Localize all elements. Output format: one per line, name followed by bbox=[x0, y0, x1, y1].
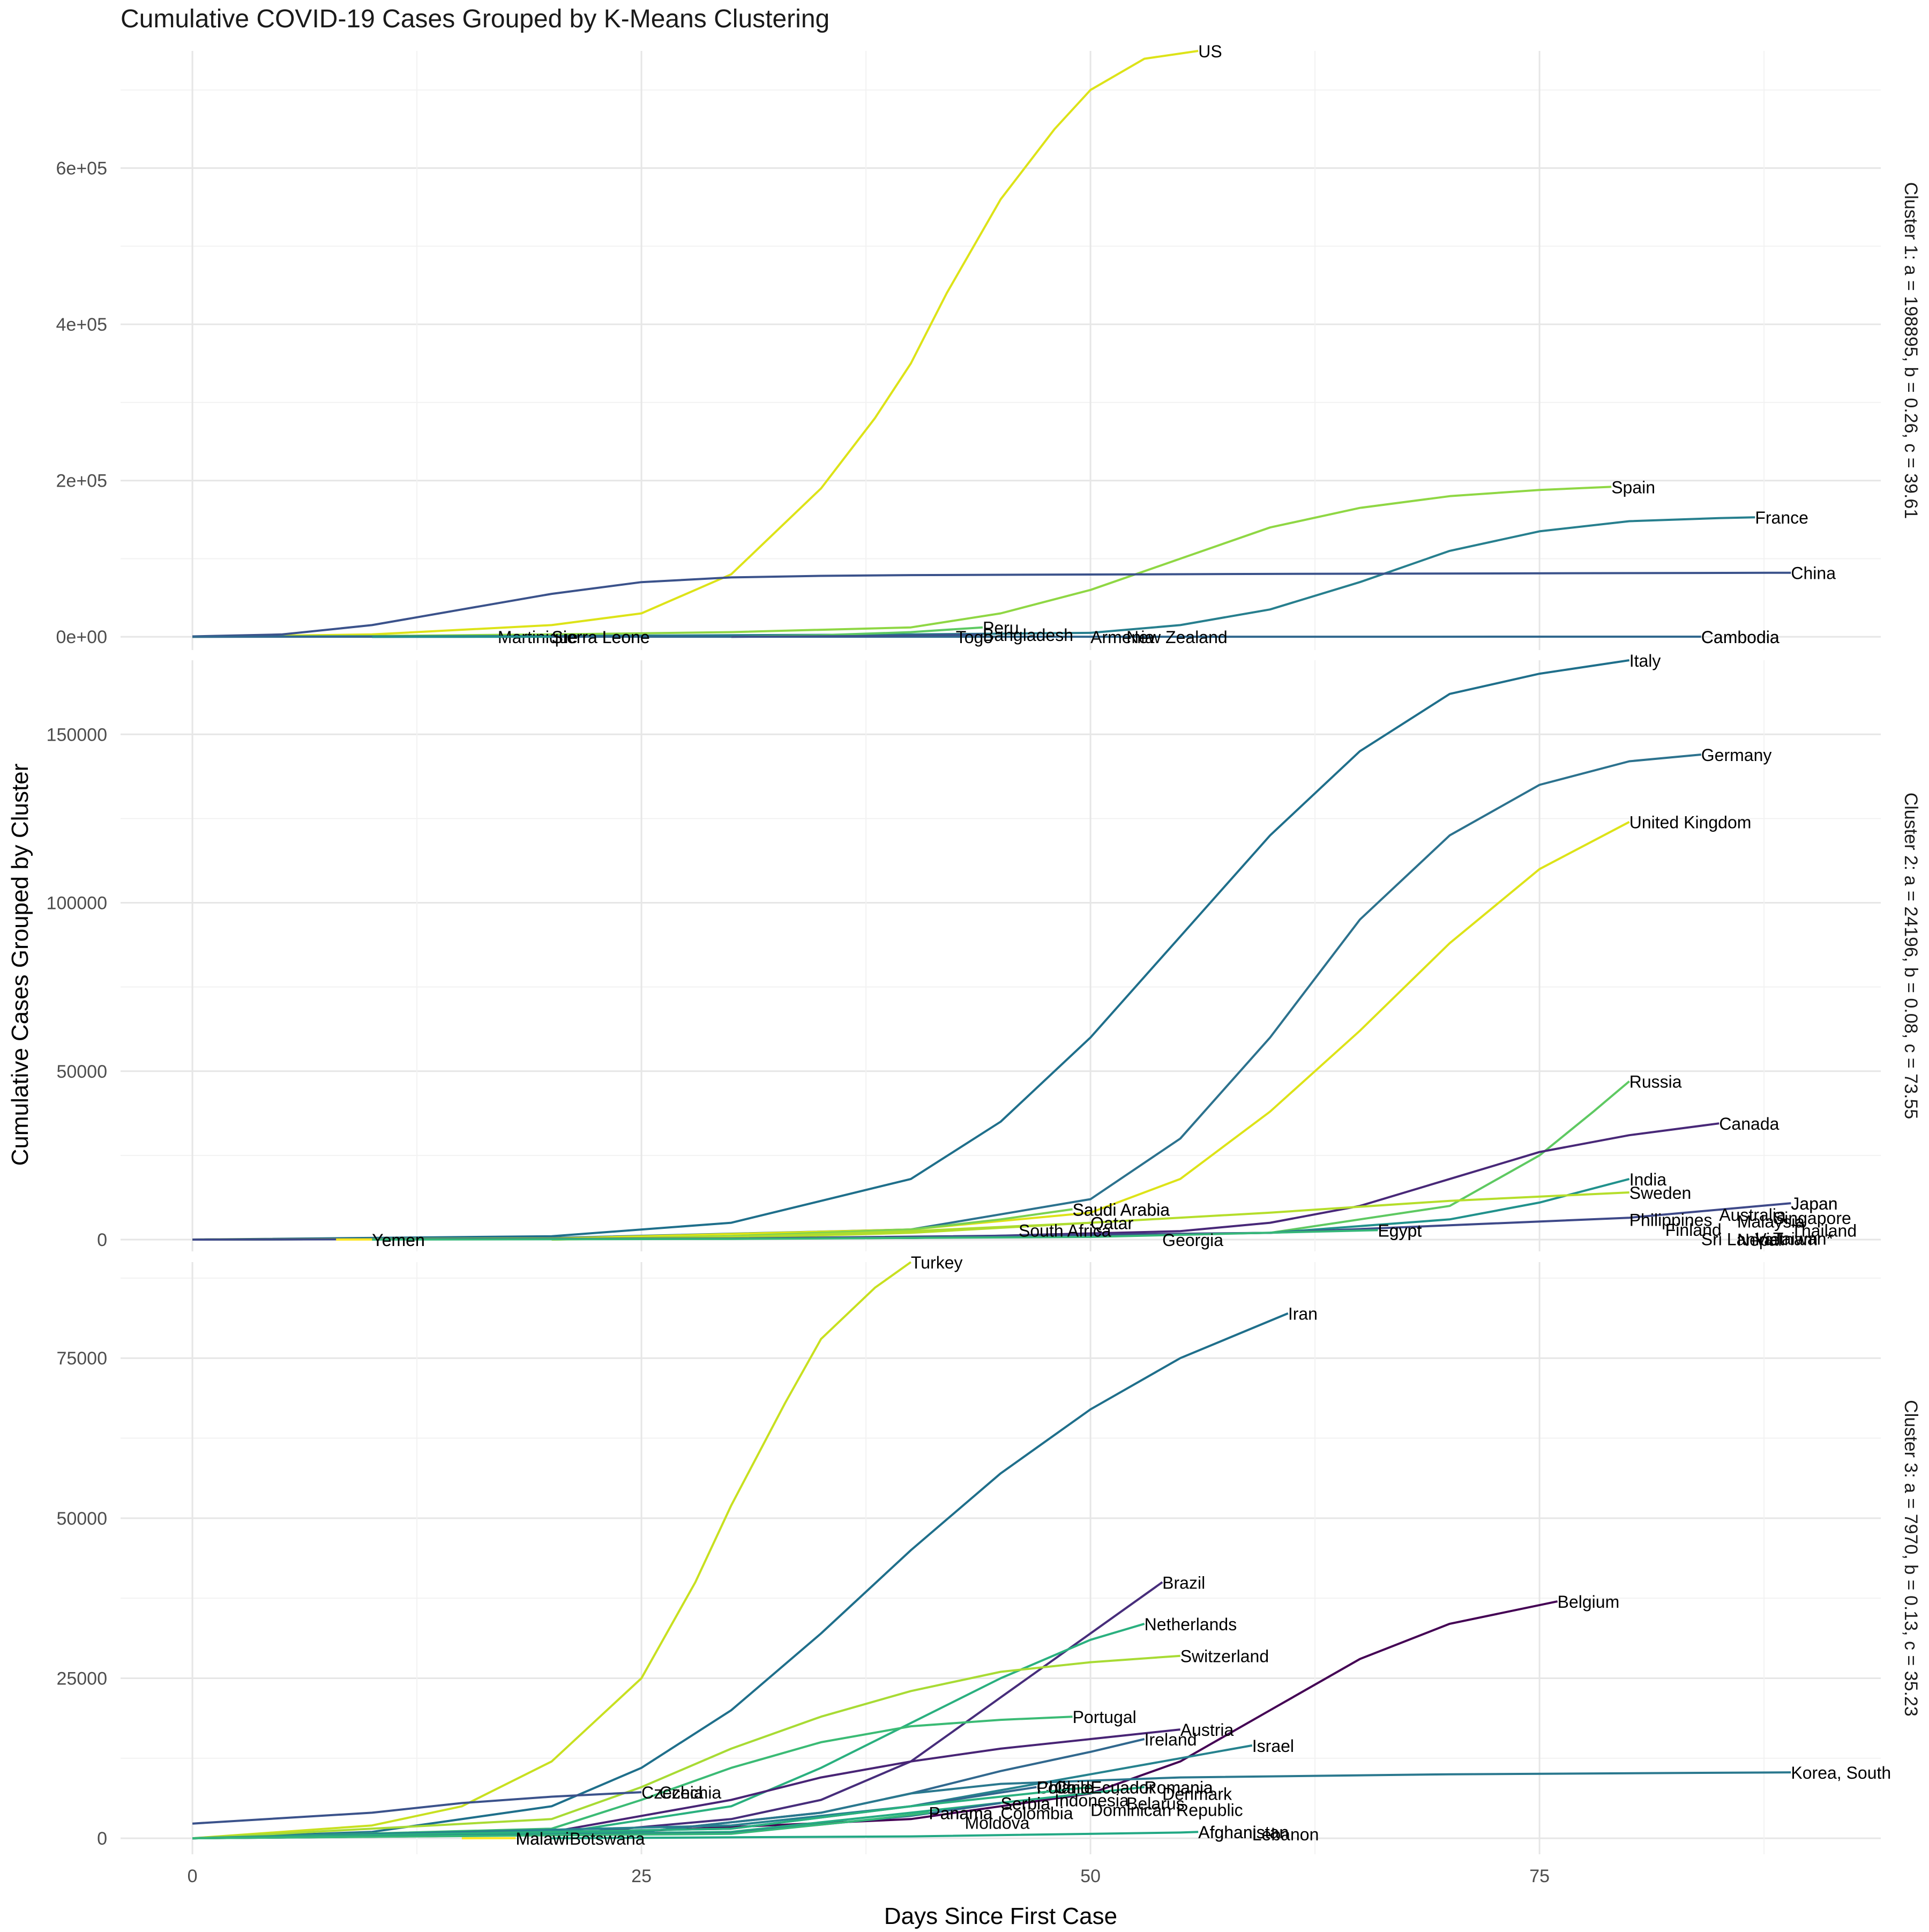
x-tick-label: 75 bbox=[1529, 1866, 1550, 1886]
end-label-yemen: Yemen bbox=[372, 1230, 424, 1250]
series-label-iran: Iran bbox=[1288, 1304, 1318, 1324]
y-tick-label: 50000 bbox=[56, 1062, 107, 1082]
series-label-russia: Russia bbox=[1629, 1072, 1682, 1092]
series-label-us: US bbox=[1198, 42, 1222, 61]
series-label-spain: Spain bbox=[1611, 478, 1655, 497]
series-label-italy: Italy bbox=[1629, 651, 1661, 670]
facet-strip-label: Cluster 1: a = 198895, b = 0.26, c = 39.… bbox=[1901, 182, 1921, 519]
series-label-canada: Canada bbox=[1719, 1114, 1779, 1133]
y-tick-label: 0 bbox=[97, 1230, 107, 1250]
end-label-south-africa: South Africa bbox=[1019, 1221, 1111, 1240]
end-label-japan: Japan bbox=[1791, 1194, 1837, 1213]
series-label-germany: Germany bbox=[1701, 745, 1772, 765]
y-tick-label: 100000 bbox=[47, 893, 107, 914]
series-label-brazil: Brazil bbox=[1162, 1573, 1205, 1592]
series-line-turkey bbox=[192, 1262, 911, 1838]
end-label-egypt: Egypt bbox=[1378, 1221, 1422, 1240]
end-label-malawi: Malawi bbox=[515, 1829, 569, 1848]
x-tick-label: 0 bbox=[188, 1866, 198, 1886]
series-label-ireland: Ireland bbox=[1145, 1730, 1197, 1749]
end-label-lebanon: Lebanon bbox=[1252, 1825, 1319, 1844]
end-label-botswana: Botswana bbox=[570, 1829, 645, 1848]
series-label-china: China bbox=[1791, 564, 1836, 583]
y-tick-label: 75000 bbox=[56, 1348, 107, 1369]
series-label-israel: Israel bbox=[1252, 1736, 1294, 1756]
y-tick-label: 4e+05 bbox=[56, 315, 108, 335]
series-label-belgium: Belgium bbox=[1558, 1592, 1620, 1612]
series-line-belgium bbox=[192, 1601, 1558, 1838]
series-label-korea-south: Korea, South bbox=[1791, 1763, 1891, 1782]
series-line-germany bbox=[192, 755, 1701, 1240]
series-label-france: France bbox=[1755, 508, 1808, 527]
end-label-denmark: Denmark bbox=[1162, 1785, 1232, 1804]
series-line-france bbox=[192, 517, 1755, 637]
end-label-new-zealand: New Zealand bbox=[1126, 628, 1228, 647]
series-label-bangladesh: Bangladesh bbox=[983, 625, 1073, 645]
y-tick-label: 6e+05 bbox=[56, 159, 108, 179]
y-tick-label: 0 bbox=[97, 1829, 107, 1849]
y-tick-label: 50000 bbox=[56, 1509, 107, 1529]
end-label-sierra-leone: Sierra Leone bbox=[551, 628, 649, 647]
series-label-sweden: Sweden bbox=[1629, 1183, 1692, 1203]
x-tick-label: 50 bbox=[1080, 1866, 1101, 1886]
series-label-switzerland: Switzerland bbox=[1180, 1647, 1269, 1666]
y-tick-label: 0e+00 bbox=[56, 627, 108, 647]
series-line-spain bbox=[192, 487, 1611, 637]
series-label-turkey: Turkey bbox=[911, 1253, 963, 1272]
series-line-us bbox=[192, 51, 1198, 637]
end-label-czechia: Czechia bbox=[660, 1783, 722, 1802]
series-line-iran bbox=[192, 1314, 1288, 1839]
x-tick-label: 25 bbox=[631, 1866, 652, 1886]
y-axis-title: Cumulative Cases Grouped by Cluster bbox=[7, 764, 33, 1166]
series-label-portugal: Portugal bbox=[1073, 1707, 1137, 1727]
end-label-georgia: Georgia bbox=[1162, 1230, 1223, 1250]
series-line-italy bbox=[192, 660, 1629, 1240]
end-label-chile: Chile bbox=[1055, 1778, 1094, 1797]
facet-strip-label: Cluster 3: a = 7970, b = 0.13, c = 35.23 bbox=[1901, 1400, 1921, 1717]
y-tick-label: 2e+05 bbox=[56, 471, 108, 491]
series-line-united-kingdom bbox=[192, 822, 1629, 1240]
x-axis-title: Days Since First Case bbox=[884, 1903, 1117, 1929]
series-line-russia bbox=[192, 1081, 1629, 1240]
end-label-panama: Panama bbox=[929, 1803, 992, 1823]
end-label-thailand: Thailand bbox=[1791, 1221, 1857, 1240]
series-label-united-kingdom: United Kingdom bbox=[1629, 813, 1752, 832]
end-label-togo: Togo bbox=[956, 628, 993, 647]
y-tick-label: 25000 bbox=[56, 1668, 107, 1689]
end-label-cambodia: Cambodia bbox=[1701, 628, 1780, 647]
facet-strip-label: Cluster 2: a = 24196, b = 0.08, c = 73.5… bbox=[1901, 793, 1921, 1120]
chart-title: Cumulative COVID-19 Cases Grouped by K-M… bbox=[121, 4, 829, 34]
y-tick-label: 150000 bbox=[47, 725, 107, 745]
series-label-netherlands: Netherlands bbox=[1145, 1615, 1237, 1634]
